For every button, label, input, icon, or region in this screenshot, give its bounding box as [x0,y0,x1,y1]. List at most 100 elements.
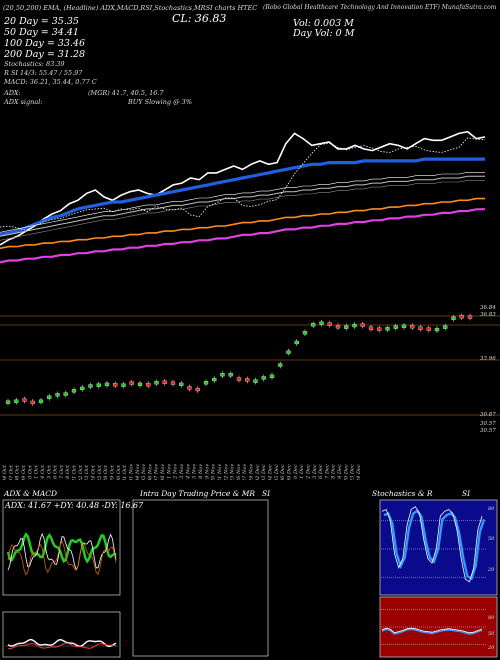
candle-body [377,327,382,331]
candle-body [401,324,407,328]
candle-body [71,389,77,393]
adx-line [6,532,117,564]
date-tick-label: 14 Nov [185,464,191,480]
candle-body [385,327,390,331]
candle-body [286,350,291,354]
date-tick-label: 23 Dec [350,464,356,480]
candle-body [426,327,431,331]
date-tick-label: 01 Nov [128,464,134,480]
candle-body [459,315,464,319]
minus-dy-line [7,540,117,576]
candle-body [443,325,448,329]
date-tick-label: 07 Nov [154,464,160,480]
candle-body [451,316,456,320]
date-tick-label: 24 Oct [91,464,97,480]
candle-body [22,398,27,402]
date-tick-label: 20 Dec [343,464,349,480]
date-tick-label: 24 Dec [356,464,362,480]
ema20-legend: 20 Day = 35.35 [4,16,79,27]
candle-body [5,400,11,404]
adx-label: ADX: [4,89,21,97]
stoch-level-80: 80 [488,506,495,512]
main-chart: 04 Oct 07 Oct 08 Oct 09 Oct 10 Oct 11 Oct 14 O… [0,130,500,480]
date-tick-label: 23 Oct [84,464,90,480]
stochastics-lines [381,506,486,583]
candle-body [195,387,200,392]
date-tick-label: 04 Nov [135,464,141,480]
date-tick-label: 14 Oct [40,464,46,480]
macd-panel-frame [2,611,121,658]
candle-body [121,383,126,387]
candle-body [63,392,68,396]
date-tick-label: 25 Nov [230,464,236,480]
stochastics-line [383,509,486,581]
date-tick-label: 06 Dec [280,464,286,480]
adx-panel-frame [2,499,121,596]
date-tick-label: 18 Nov [198,464,204,480]
adx-panel-readout: ADX: 41.67 +DY: 40.48 -DY: 16.67 [5,501,144,510]
candle-body [245,378,250,382]
date-tick-label: 10 Oct [27,464,33,480]
candle-body [154,381,159,385]
rsi-level-80: 80 [488,615,495,621]
candle-body [179,382,184,386]
date-tick-label: 31 Oct [122,464,128,480]
date-tick-label: 02 Dec [255,464,261,480]
date-tick-label: 04 Oct [2,464,8,480]
candle-body [104,382,110,386]
stochastics-readout: Stochastics: 83.39 [4,60,65,68]
date-tick-label: 12 Nov [173,464,179,480]
date-tick-label: 07 Oct [8,464,14,480]
candle-body [88,384,93,388]
price-dotted-line [0,137,486,231]
date-tick-label: 20 Nov [211,464,217,480]
date-axis: 04 Oct 07 Oct 08 Oct 09 Oct 10 Oct 11 Oct 14 O… [2,464,362,480]
candlestick-chart [5,313,473,406]
ema200-legend: 200 Day = 31.28 [4,49,85,60]
date-tick-label: 05 Dec [274,464,280,480]
date-tick-label: 28 Oct [103,464,109,480]
adx-signal-label: ADX signal: [4,98,43,106]
date-tick-label: 13 Dec [312,464,318,480]
date-tick-label: 09 Oct [21,464,27,480]
ema-line-50-day [0,157,485,237]
candle-body [47,395,52,399]
candle-body [236,377,242,381]
candle-gridlines [0,315,500,416]
date-tick-label: 11 Dec [299,464,305,480]
volume: Vol: 0.003 M [293,18,354,29]
ema100-legend: 100 Day = 33.46 [4,38,85,49]
adx-signal-value: BUY Slowing @ 3% [128,98,192,106]
macd-lines [5,638,118,650]
candle-body [203,381,209,385]
candle-body [170,381,176,385]
ema-line-long-term [0,208,486,264]
candle-body [146,383,151,387]
date-tick-label: 03 Dec [261,464,267,480]
intraday-panel-frame [132,499,269,657]
date-tick-label: 29 Nov [249,464,255,480]
candle-body [311,323,316,327]
date-tick-label: 04 Dec [268,464,274,480]
adx-value: (MGR) 41.7, 40.5, 16.7 [88,89,164,97]
date-tick-label: 18 Dec [331,464,337,480]
date-tick-label: 09 Dec [287,464,293,480]
date-tick-label: 25 Oct [97,464,103,480]
stoch-level-20: 20 [488,567,495,573]
price-label-3: 33.96 [480,356,496,362]
rsi-readout: R SI 14/3: 55.47 / 55.97 [4,69,83,77]
candle-body [30,400,35,405]
candle-body [212,377,217,382]
candle-body [344,325,349,329]
macd-signal-line [7,642,117,650]
date-tick-label: 16 Oct [53,464,59,480]
rsi-level-50: 50 [488,631,495,637]
candle-body [368,326,374,330]
candle-body [319,321,324,325]
stochastics-signal-line [381,506,483,583]
candle-body [137,382,143,386]
ema-chart [0,130,486,264]
price-label-4: 30.87 [480,412,496,418]
price-label-5: 30.57 [480,421,496,427]
date-tick-label: 10 Dec [293,464,299,480]
